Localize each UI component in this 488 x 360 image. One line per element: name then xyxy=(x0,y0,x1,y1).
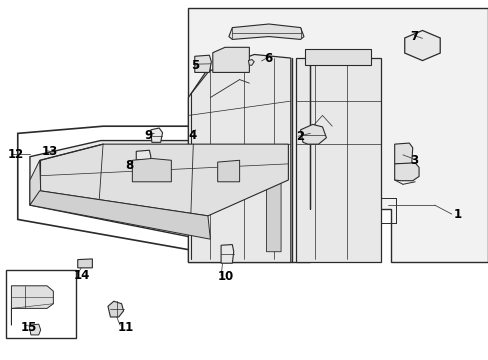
Polygon shape xyxy=(29,324,41,335)
Polygon shape xyxy=(108,301,123,317)
Text: 4: 4 xyxy=(188,129,196,142)
Text: 11: 11 xyxy=(118,320,134,333)
Polygon shape xyxy=(40,144,288,216)
Text: 9: 9 xyxy=(144,129,152,142)
Text: 7: 7 xyxy=(409,30,418,43)
Polygon shape xyxy=(132,158,171,182)
Bar xyxy=(5,270,76,338)
Polygon shape xyxy=(78,259,92,268)
Text: 13: 13 xyxy=(42,145,58,158)
Polygon shape xyxy=(394,163,418,181)
Polygon shape xyxy=(217,160,239,182)
Polygon shape xyxy=(404,31,439,60)
Polygon shape xyxy=(136,150,151,167)
Text: 10: 10 xyxy=(217,270,233,283)
Text: 6: 6 xyxy=(264,51,272,64)
Text: 15: 15 xyxy=(20,320,37,333)
Polygon shape xyxy=(394,143,412,164)
Polygon shape xyxy=(248,59,254,65)
Polygon shape xyxy=(30,140,295,241)
Polygon shape xyxy=(151,128,162,142)
Polygon shape xyxy=(188,8,488,262)
Text: 12: 12 xyxy=(8,148,24,161)
Polygon shape xyxy=(221,244,233,263)
Polygon shape xyxy=(295,58,380,262)
Text: 14: 14 xyxy=(74,269,90,282)
Text: 8: 8 xyxy=(125,159,133,172)
Polygon shape xyxy=(188,54,290,262)
Text: 2: 2 xyxy=(295,130,303,144)
Text: 5: 5 xyxy=(190,59,199,72)
Polygon shape xyxy=(30,191,210,239)
Text: 1: 1 xyxy=(453,208,461,221)
Polygon shape xyxy=(212,47,249,72)
Polygon shape xyxy=(305,49,370,65)
Polygon shape xyxy=(300,125,326,144)
Polygon shape xyxy=(194,55,211,72)
Polygon shape xyxy=(266,173,281,252)
Polygon shape xyxy=(228,24,304,40)
Polygon shape xyxy=(30,160,41,205)
Polygon shape xyxy=(11,286,53,325)
Text: 3: 3 xyxy=(409,154,418,167)
